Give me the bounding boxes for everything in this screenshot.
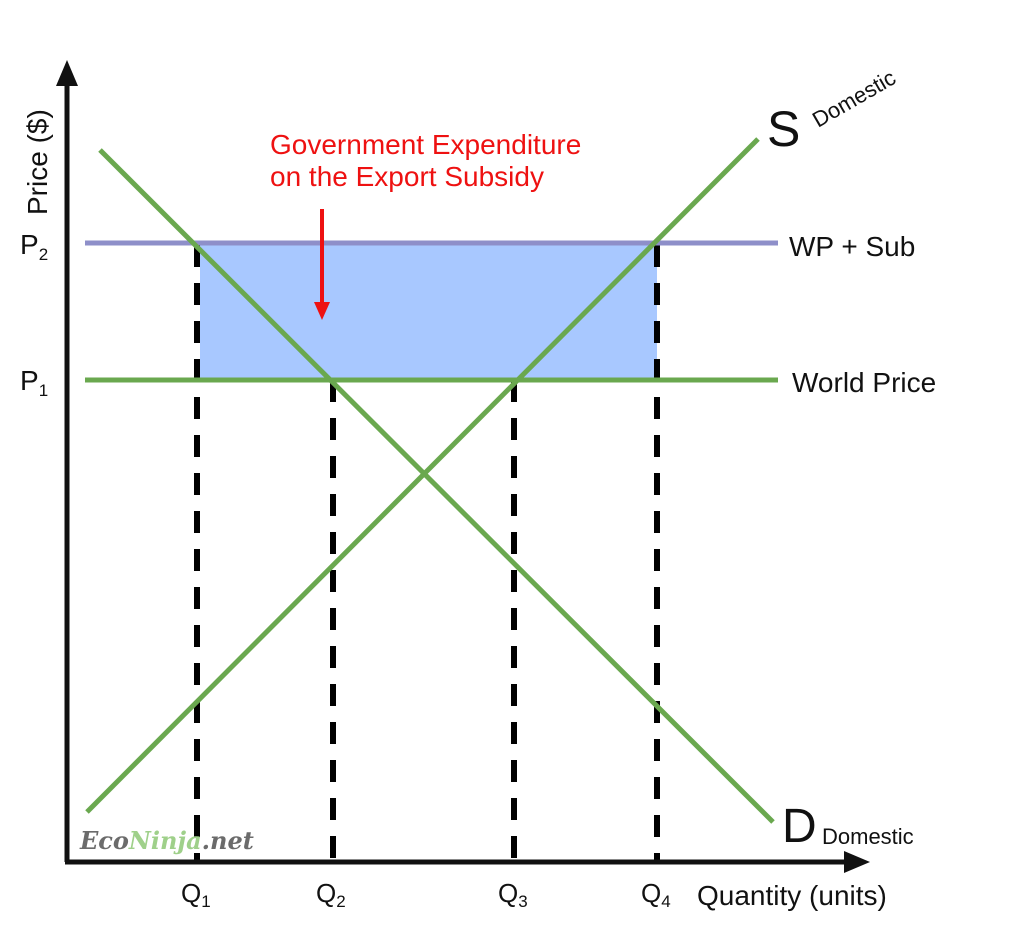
demand-curve-subscript: Domestic: [822, 824, 914, 849]
world-price-label: World Price: [792, 367, 936, 398]
price-label-p2: P2: [20, 229, 48, 264]
subsidy-expenditure-area: [200, 243, 657, 380]
y-axis-arrowhead: [56, 60, 78, 86]
y-axis-label: Price ($): [22, 109, 53, 215]
x-axis-arrowhead: [844, 851, 870, 873]
quantity-label-q4: Q4: [641, 878, 671, 911]
demand-curve-label: D: [782, 800, 817, 853]
annotation-arrowhead: [314, 302, 330, 320]
supply-curve: [85, 137, 760, 814]
annotation-line-2: on the Export Subsidy: [270, 161, 544, 192]
x-axis-label: Quantity (units): [697, 880, 887, 911]
demand-curve: [98, 148, 775, 824]
quantity-label-q2: Q2: [316, 878, 346, 911]
quantity-label-q1: Q1: [181, 878, 211, 911]
price-label-p1: P1: [20, 365, 48, 400]
econinja-watermark: EcoNinja.net: [79, 826, 254, 855]
quantity-label-q3: Q3: [498, 878, 528, 911]
annotation-line-1: Government Expenditure: [270, 129, 581, 160]
supply-curve-subscript: Domestic: [808, 65, 900, 132]
supply-curve-label: S: [767, 101, 800, 157]
wp-sub-label: WP + Sub: [789, 231, 915, 262]
